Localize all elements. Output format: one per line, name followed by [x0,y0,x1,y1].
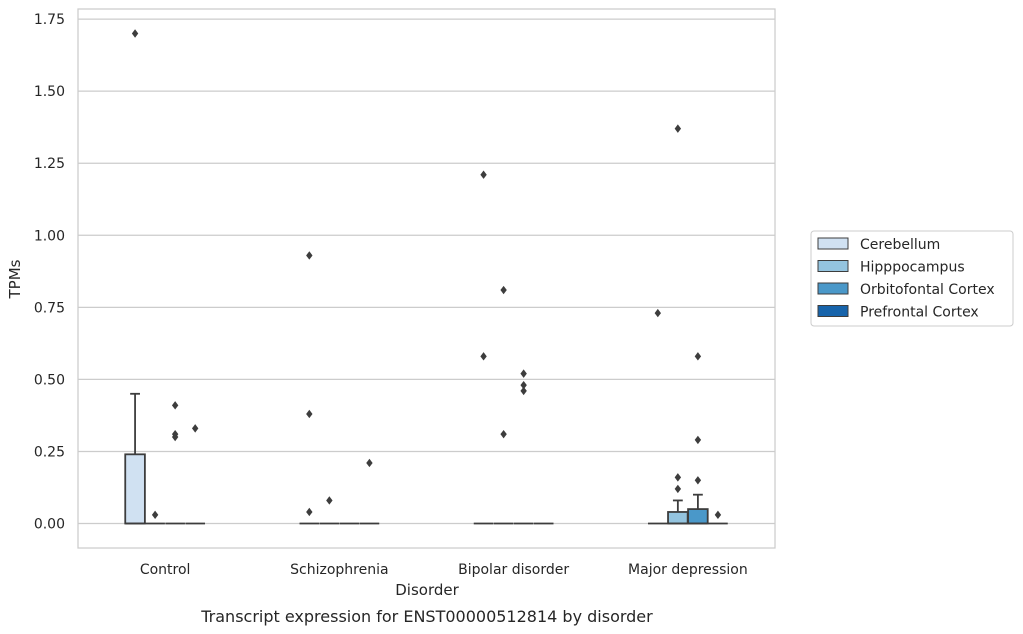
x-tick-label: Control [140,562,191,578]
box-orbitofontal-cortex [687,493,709,525]
outlier-point [151,510,159,520]
y-tick-label: 1.50 [34,84,65,100]
outlier-point [500,429,507,439]
y-tick-label: 1.75 [34,12,65,28]
y-tick-label: 0.25 [34,444,65,460]
outlier-point [714,510,722,520]
box-body [667,511,689,525]
x-axis-ticks: Control Schizophrenia Bipolar disorder Majo… [140,562,748,578]
outlier-point [131,29,139,38]
x-tick-label: Bipolar disorder [458,562,569,578]
outlier-point [694,352,702,361]
outlier-point [171,401,179,410]
y-tick-label: 1.25 [34,156,65,172]
outlier-point [520,380,527,390]
y-axis-ticks: 0.00 0.25 0.50 0.75 1.00 1.25 1.50 1.75 [34,12,65,532]
outlier-point [306,409,313,419]
chart-caption: Transcript expression for ENST0000051281… [200,607,653,626]
legend-swatch [817,282,849,295]
boxes [124,392,728,525]
legend-label: Cerebellum [860,237,940,253]
x-axis-label: Disorder [395,581,459,599]
gridlines [78,18,775,525]
outlier-point [326,496,333,505]
outliers [131,29,722,520]
outlier-point [171,432,179,442]
outlier-point [480,170,487,179]
plot-area-frame [77,8,776,549]
y-tick-label: 0.75 [34,300,65,316]
outlier-point [674,124,682,133]
box-body [687,508,709,525]
outlier-point [191,424,199,433]
legend-swatch [817,305,849,317]
x-tick-label: Major depression [628,562,748,578]
outlier-point [306,507,313,517]
outlier-point [520,369,527,378]
legend-label: Orbitofontal Cortex [860,282,995,298]
legend-frame [810,230,1014,327]
box-body [124,453,146,525]
outlier-point [674,484,682,494]
y-tick-label: 0.50 [34,372,65,388]
outlier-point [306,251,313,260]
legend: Cerebellum Hipppocampus Orbitofontal Corte… [810,230,1014,327]
y-tick-label: 1.00 [34,228,65,244]
y-tick-label: 0.00 [34,517,65,533]
box-cerebellum [124,392,146,525]
outlier-point [366,458,373,468]
outlier-point [694,476,702,485]
outlier-point [694,435,702,445]
legend-label: Hipppocampus [860,260,965,276]
outlier-point [500,285,507,295]
legend-swatch [817,260,849,272]
legend-swatch [817,237,849,250]
outlier-point [520,386,527,396]
legend-label: Prefrontal Cortex [860,305,979,321]
outlier-point [674,473,682,482]
y-axis-label: TPMs [6,259,24,299]
x-tick-label: Schizophrenia [290,562,388,578]
box-hipppocampus [667,499,689,525]
outlier-point [654,308,662,318]
outlier-point [480,352,487,361]
